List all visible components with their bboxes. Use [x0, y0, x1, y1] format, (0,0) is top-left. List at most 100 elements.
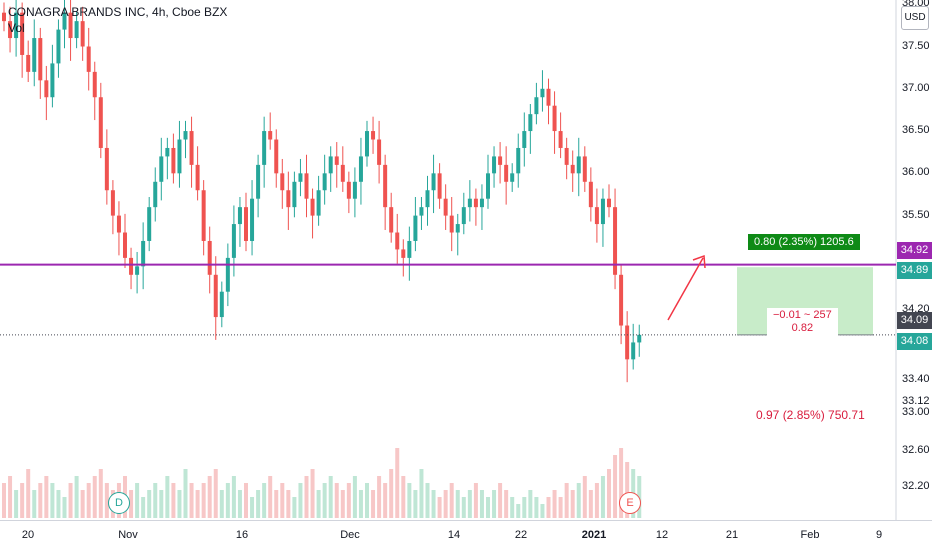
candle-body [256, 164, 261, 199]
candle-body [8, 21, 13, 39]
candle-body [38, 38, 43, 81]
time-tick: 22 [514, 529, 528, 541]
volume-bar [407, 483, 412, 518]
price-tick: 32.60 [902, 444, 930, 456]
time-tick: Feb [800, 529, 820, 541]
time-tick: 2021 [581, 529, 607, 541]
candle-body [510, 173, 515, 182]
volume-bar [455, 490, 460, 518]
volume-bar [600, 476, 605, 518]
time-tick: Nov [118, 529, 138, 541]
volume-bar [8, 476, 13, 518]
volume-bar [286, 490, 291, 518]
volume-bar [328, 476, 333, 518]
candle-body [135, 266, 140, 275]
candle-body [631, 342, 636, 360]
volume-bar [201, 483, 206, 518]
volume-bar [467, 490, 472, 518]
volume-bar [86, 483, 91, 518]
volume-bar [582, 476, 587, 518]
candle-body [304, 173, 309, 199]
earnings-badge[interactable]: E [619, 492, 641, 514]
candle-body [56, 29, 61, 64]
candle-body [358, 156, 363, 182]
volume-bar [274, 490, 279, 518]
volume-bar [492, 490, 497, 518]
price-tag-dark: 34.09 [897, 312, 932, 329]
candle-body [437, 173, 442, 199]
candle-body [14, 12, 19, 39]
volume-bar [540, 504, 545, 518]
volume-bar [32, 490, 37, 518]
volume-bar [395, 448, 400, 518]
volume-bar [129, 490, 134, 518]
volume-bar [310, 469, 315, 518]
candle-body [516, 147, 521, 174]
volume-bar [534, 497, 539, 518]
candle-body [322, 173, 327, 191]
price-tick: 38.00 [902, 0, 930, 10]
pnl-line1: −0.01 ~ 257 [773, 309, 832, 321]
volume-bar [564, 483, 569, 518]
volume-bar [153, 483, 158, 518]
volume-bar [165, 476, 170, 518]
candle-body [104, 147, 109, 191]
volume-bar [383, 483, 388, 518]
candle-body [371, 131, 376, 140]
volume-bar [516, 504, 521, 518]
price-tag-green: 34.08 [897, 333, 932, 350]
dividend-badge[interactable]: D [108, 492, 130, 514]
candle-body [522, 131, 527, 148]
volume-bar [141, 497, 146, 518]
volume-bar [352, 476, 357, 518]
candle-body [231, 224, 236, 258]
candle-body [201, 190, 206, 241]
candle-body [141, 240, 146, 267]
candle-body [558, 131, 563, 148]
volume-bar [552, 490, 557, 518]
candle-body [219, 291, 224, 318]
candle-body [377, 139, 382, 165]
candle-body [20, 12, 25, 55]
volume-bar [237, 490, 242, 518]
candle-body [98, 97, 103, 148]
currency-button[interactable]: USD [901, 6, 929, 30]
candle-body [189, 131, 194, 165]
volume-bar [504, 490, 509, 518]
volume-bar [358, 490, 363, 518]
volume-bar [244, 483, 248, 518]
candle-body [576, 156, 581, 174]
volume-bar [98, 469, 103, 518]
candle-body [383, 164, 388, 208]
volume-bar [177, 490, 182, 518]
volume-bar [613, 455, 618, 518]
volume-bar [2, 483, 6, 518]
candle-body [473, 198, 478, 208]
candle-body [86, 46, 91, 72]
volume-bar [50, 483, 55, 518]
volume-bar [80, 490, 85, 518]
volume-bar [171, 483, 176, 518]
projection-arrow [667, 257, 704, 321]
volume-bar [225, 483, 230, 518]
candle-body [280, 173, 285, 191]
volume-bar [20, 483, 25, 518]
candle-body [419, 207, 424, 216]
candle-body [147, 207, 152, 241]
volume-bar [401, 476, 406, 518]
candle-body [298, 173, 303, 182]
price-tick: 33.12 [902, 395, 930, 407]
volume-bar [479, 490, 484, 518]
candle-body [346, 181, 351, 199]
volume-bar [219, 490, 224, 518]
candle-body [431, 173, 436, 191]
range-stat: 0.97 (2.85%) 750.71 [756, 408, 865, 422]
symbol-title: CONAGRA BRANDS INC, 4h, Cboe BZX [8, 5, 228, 19]
volume-bar [371, 490, 376, 518]
time-tick: 21 [725, 529, 739, 541]
candle-body [607, 198, 611, 208]
candle-body [225, 257, 230, 292]
volume-bar [510, 497, 515, 518]
candle-body [443, 198, 448, 216]
